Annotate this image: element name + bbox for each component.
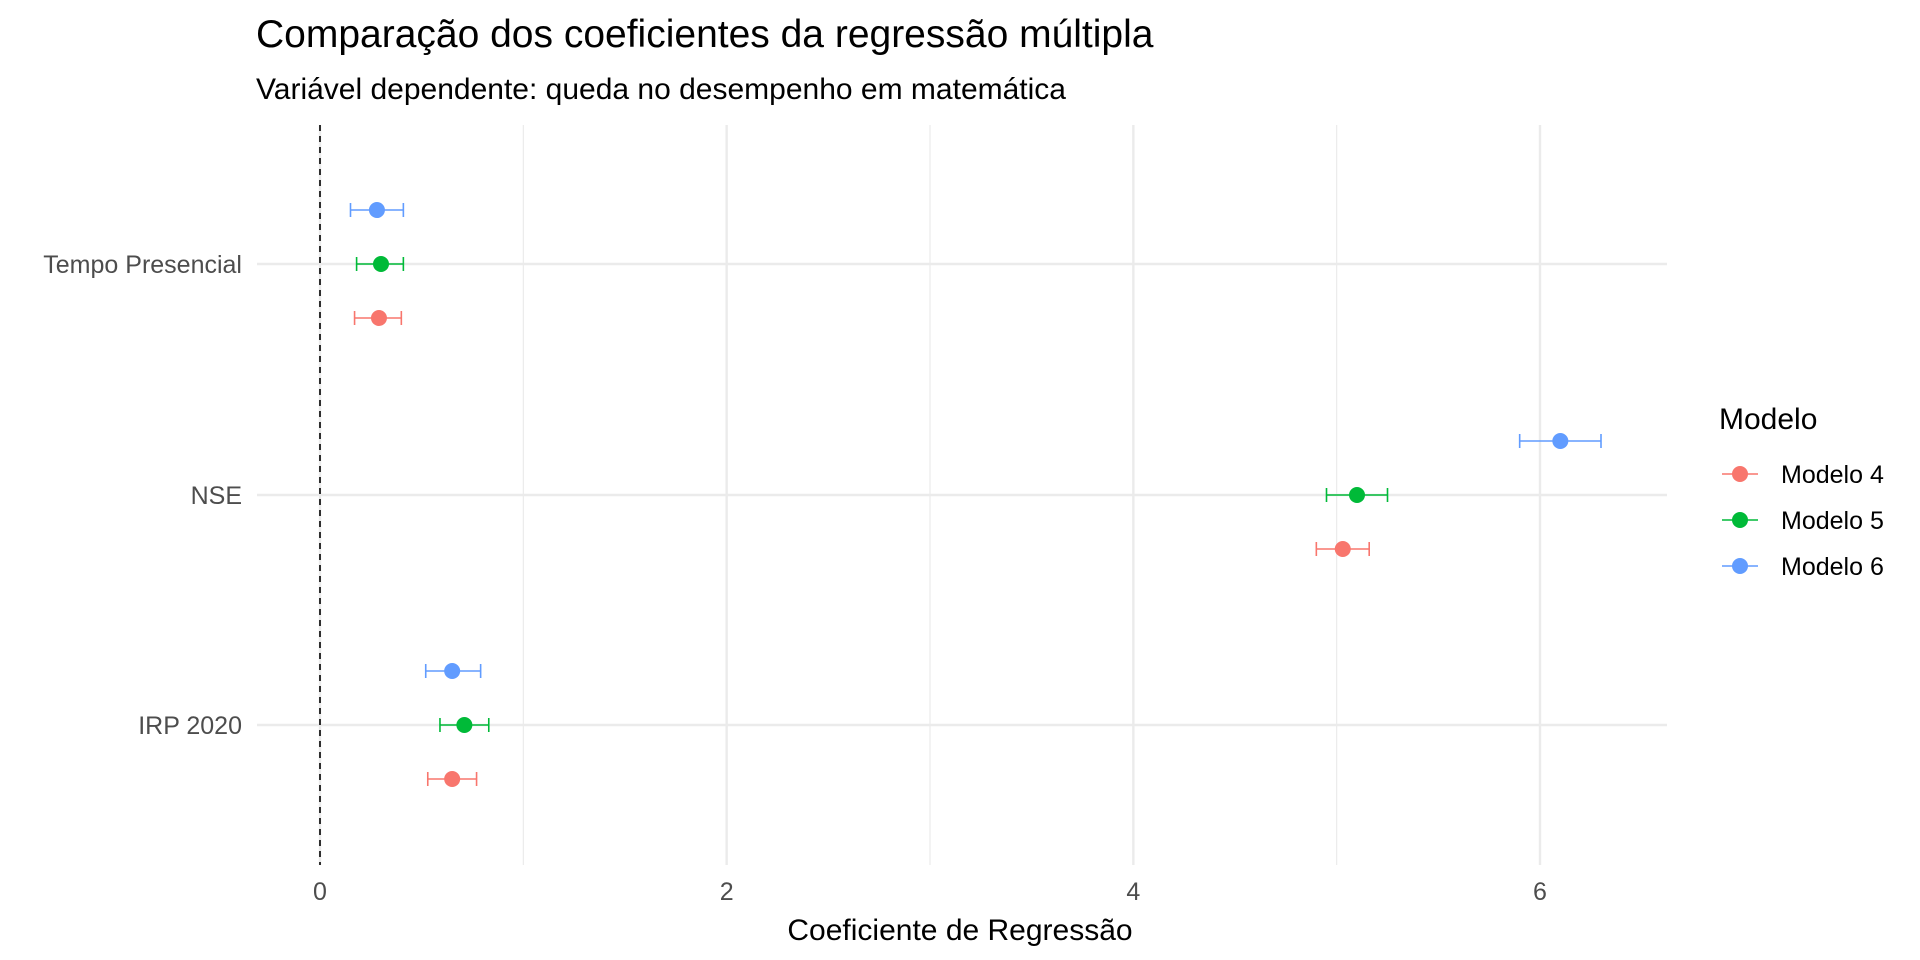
x-tick-label: 4 [1126, 878, 1140, 906]
legend-label: Modelo 5 [1781, 507, 1884, 535]
coefficient-point [370, 310, 387, 326]
y-tick-label: IRP 2020 [138, 712, 242, 740]
legend-label: Modelo 4 [1781, 461, 1884, 489]
legend-key-point [1732, 466, 1748, 482]
coefficient-point [1552, 433, 1569, 449]
y-tick-label: Tempo Presencial [43, 251, 242, 279]
x-tick-label: 6 [1533, 878, 1547, 906]
coefficient-point [1334, 541, 1351, 557]
coefficient-point [444, 663, 461, 679]
coefficient-point [456, 717, 473, 733]
chart-title: Comparação dos coeficientes da regressão… [256, 13, 1154, 56]
x-axis-title: Coeficiente de Regressão [787, 914, 1132, 947]
legend-title: Modelo [1719, 403, 1817, 436]
chart-subtitle: Variável dependente: queda no desempenho… [256, 73, 1066, 106]
legend-label: Modelo 6 [1781, 553, 1884, 581]
coefficient-point [444, 771, 461, 787]
y-tick-label: NSE [191, 482, 242, 510]
x-tick-label: 0 [313, 878, 327, 906]
x-tick-label: 2 [720, 878, 734, 906]
plot-area: IRP 2020 NSE Tempo Presencial 0 2 4 6 [43, 125, 1667, 906]
coefficient-point [368, 202, 385, 218]
legend: Modelo Modelo 4 Modelo 5 Modelo 6 [1719, 403, 1884, 581]
legend-key-point [1732, 512, 1748, 528]
coefficient-point [373, 256, 389, 272]
legend-key-point [1732, 558, 1748, 574]
coefficient-point [1349, 487, 1365, 503]
